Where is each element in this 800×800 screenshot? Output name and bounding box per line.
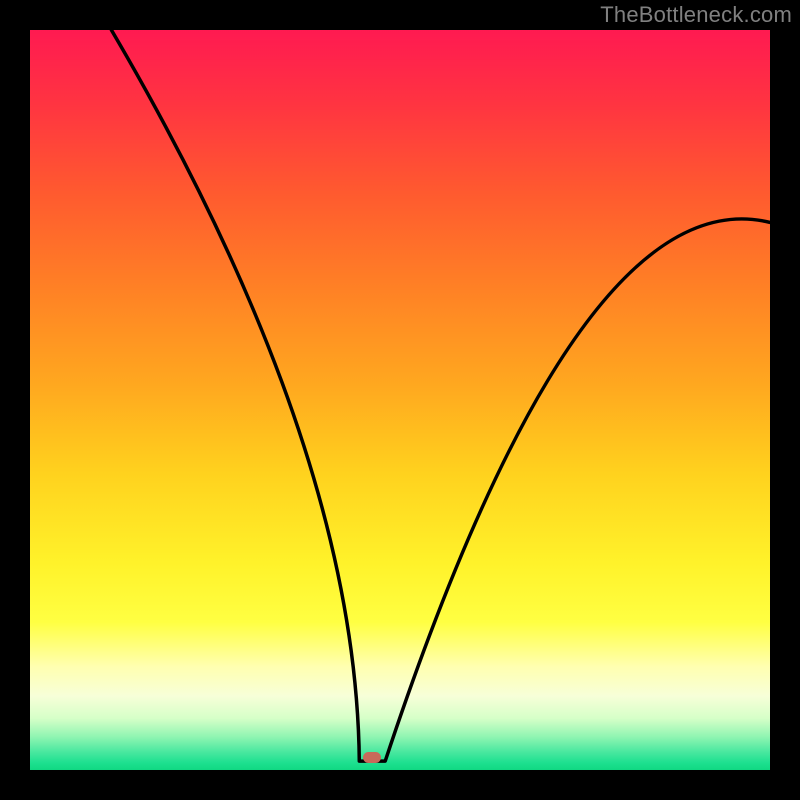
chart-container: TheBottleneck.com: [0, 0, 800, 800]
plot-area: [30, 30, 770, 770]
minimum-marker: [363, 752, 381, 763]
watermark-text: TheBottleneck.com: [600, 2, 792, 28]
bottleneck-curve: [30, 30, 770, 770]
